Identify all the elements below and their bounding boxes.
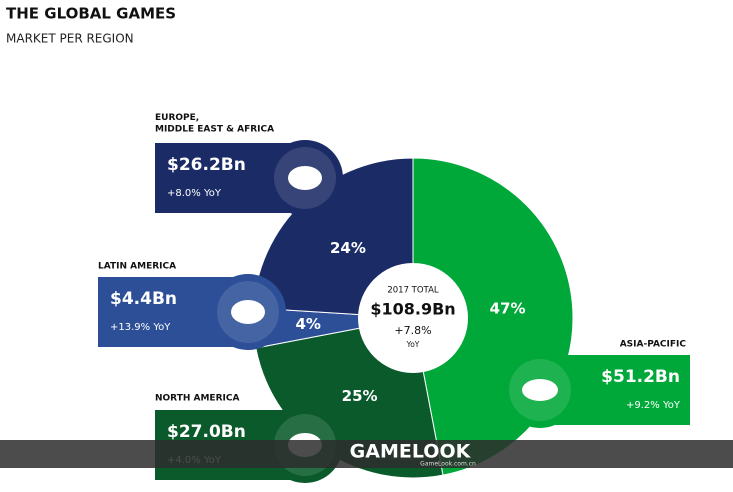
map-icon: [231, 300, 265, 324]
watermark-brand: GAMELOOK: [350, 441, 472, 463]
region-box: $4.4Bn +13.9% YoY: [98, 274, 286, 350]
region-yoy: +8.0% YoY: [167, 188, 222, 199]
slice-label: 47%: [490, 300, 526, 318]
region-box: $26.2Bn +8.0% YoY: [155, 140, 343, 216]
region-label: EUROPE, MIDDLE EAST & AFRICA: [155, 113, 274, 134]
region-label: ASIA-PACIFIC: [620, 340, 687, 350]
slice-label: 4%: [295, 315, 320, 333]
slice-label: 25%: [342, 387, 378, 405]
watermark-site: GameLook.com.cn: [420, 461, 476, 468]
slice-label: 24%: [330, 239, 366, 257]
title: THE GLOBAL GAMES: [6, 5, 176, 23]
center-growth-unit: YoY: [406, 340, 420, 349]
map-icon: [288, 166, 322, 190]
subtitle: MARKET PER REGION: [6, 32, 134, 46]
region-yoy: +9.2% YoY: [626, 400, 681, 411]
map-icon: [522, 379, 558, 401]
region-box: $51.2Bn +9.2% YoY: [502, 352, 690, 428]
center-total: $108.9Bn: [370, 300, 455, 319]
region-yoy: +13.9% YoY: [110, 322, 171, 333]
center-title: 2017 TOTAL: [387, 286, 439, 296]
center-growth: +7.8%: [394, 324, 431, 337]
region-label: NORTH AMERICA: [155, 394, 239, 404]
watermark-band: [0, 440, 733, 468]
region-revenue: $51.2Bn: [601, 367, 680, 387]
region-revenue: $27.0Bn: [167, 422, 246, 442]
region-revenue: $26.2Bn: [167, 155, 246, 175]
region-label: LATIN AMERICA: [98, 262, 176, 272]
center-circle: [358, 263, 468, 373]
region-revenue: $4.4Bn: [110, 289, 177, 309]
